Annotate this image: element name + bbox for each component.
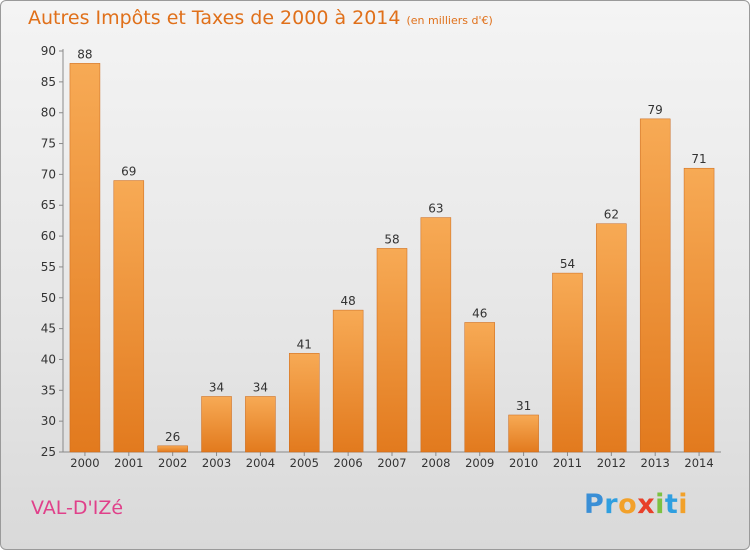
x-tick-label: 2001 [114,456,143,470]
brand-letter: t [664,489,679,520]
bar-value-label: 62 [604,208,619,222]
bar-value-label: 79 [648,103,663,117]
bar [376,248,408,453]
y-tick-label: 80 [41,106,56,120]
brand-logo: Proxiti [584,489,688,520]
brand-letter: i [678,489,689,520]
x-tick-label: 2004 [246,456,275,470]
chart-title: Autres Impôts et Taxes de 2000 à 2014 [28,7,401,29]
bar [683,167,715,453]
x-tick-label: 2013 [641,456,670,470]
bar-value-label: 48 [340,294,355,308]
y-tick-label: 30 [41,414,56,428]
bar-value-label: 88 [77,47,92,61]
chart-subtitle: (en milliers d'€) [406,14,493,27]
x-tick-label: 2007 [377,456,406,470]
x-tick-label: 2014 [684,456,713,470]
y-tick-label: 60 [41,229,56,243]
bars [69,63,715,453]
bar [289,353,320,453]
bar [464,322,495,453]
bar-value-label: 63 [428,202,443,216]
y-tick-label: 75 [41,137,56,151]
bar [420,217,452,453]
y-tick-label: 55 [41,260,56,274]
bar-value-label: 41 [297,337,312,351]
chart-heading: Autres Impôts et Taxes de 2000 à 2014 (en… [28,7,493,29]
y-tick-label: 65 [41,198,56,212]
bar-value-label: 46 [472,306,487,320]
x-tick-label: 2003 [202,456,231,470]
y-tick-label: 70 [41,167,56,181]
bar-value-label: 69 [121,165,136,179]
bar-value-label: 31 [516,399,531,413]
bar-value-label: 71 [691,152,706,166]
brand-letter: x [637,489,656,520]
x-tick-label: 2006 [333,456,362,470]
commune-name: VAL-D'IZé [31,497,124,519]
x-tick-label: 2010 [509,456,538,470]
bar [596,223,627,453]
bar [245,396,276,453]
bar [552,272,583,453]
brand-letter: o [618,489,638,520]
bar [201,396,232,453]
x-tick-label: 2008 [421,456,450,470]
brand-letter: P [584,489,605,520]
y-tick-label: 90 [41,44,56,58]
bar-value-label: 34 [253,380,268,394]
bar [332,309,364,453]
x-tick-label: 2009 [465,456,494,470]
bar [113,180,145,453]
x-tick-label: 2012 [597,456,626,470]
y-tick-label: 50 [41,291,56,305]
x-tick-label: 2002 [158,456,187,470]
bar [508,414,539,453]
bar-value-label: 54 [560,257,575,271]
x-tick-label: 2000 [70,456,99,470]
y-tick-label: 35 [41,383,56,397]
y-tick-label: 25 [41,445,56,459]
x-tick-label: 2005 [290,456,319,470]
y-tick-label: 85 [41,75,56,89]
bar-value-label: 26 [165,430,180,444]
bar-value-label: 34 [209,380,224,394]
brand-letter: i [655,489,665,520]
y-tick-label: 45 [41,322,56,336]
x-tick-label: 2011 [553,456,582,470]
data-labels: 88 69 26 34 34 41 48 58 63 46 31 54 62 79 71 [77,47,706,443]
y-tick-label: 40 [41,352,56,366]
bar [69,63,101,453]
bar [639,118,671,453]
bar [157,445,188,453]
bar-value-label: 58 [384,232,399,246]
brand-letter: r [604,489,619,520]
